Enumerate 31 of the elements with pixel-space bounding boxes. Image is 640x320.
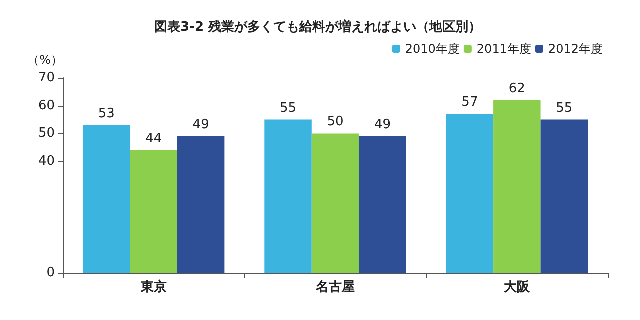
data-label: 62 bbox=[508, 81, 526, 96]
data-label: 55 bbox=[556, 100, 573, 116]
bar bbox=[312, 134, 360, 273]
legend-label: 2012年度 bbox=[548, 42, 604, 56]
y-tick-label: 0 bbox=[46, 266, 55, 280]
y-tick-label: 70 bbox=[38, 70, 55, 86]
x-tick-label: 東京 bbox=[140, 279, 167, 295]
bar bbox=[494, 100, 541, 273]
bar bbox=[540, 120, 588, 273]
legend-label: 2010年度 bbox=[405, 42, 460, 56]
y-axis-title: （%） bbox=[28, 53, 63, 67]
y-tick-label: 60 bbox=[38, 98, 55, 114]
y-tick-label: 50 bbox=[38, 126, 55, 142]
bar bbox=[130, 150, 178, 273]
data-label: 57 bbox=[462, 95, 478, 110]
bar bbox=[359, 136, 406, 273]
data-label: 55 bbox=[280, 100, 297, 116]
data-label: 53 bbox=[98, 106, 115, 122]
data-label: 50 bbox=[327, 114, 344, 130]
x-tick-label: 名古屋 bbox=[315, 280, 355, 295]
bar bbox=[177, 136, 225, 273]
data-label: 49 bbox=[374, 118, 392, 132]
bar bbox=[446, 114, 494, 273]
bar bbox=[82, 125, 130, 273]
y-tick-label: 40 bbox=[38, 154, 55, 170]
legend-label: 2011年度 bbox=[476, 42, 532, 56]
x-tick-label: 大阪 bbox=[504, 280, 532, 295]
data-label: 49 bbox=[192, 118, 210, 132]
bar bbox=[264, 120, 312, 273]
chart-title: 図表3-2 残業が多くても給料が増えればよい（地区別） bbox=[154, 19, 482, 35]
data-label: 44 bbox=[146, 131, 162, 146]
